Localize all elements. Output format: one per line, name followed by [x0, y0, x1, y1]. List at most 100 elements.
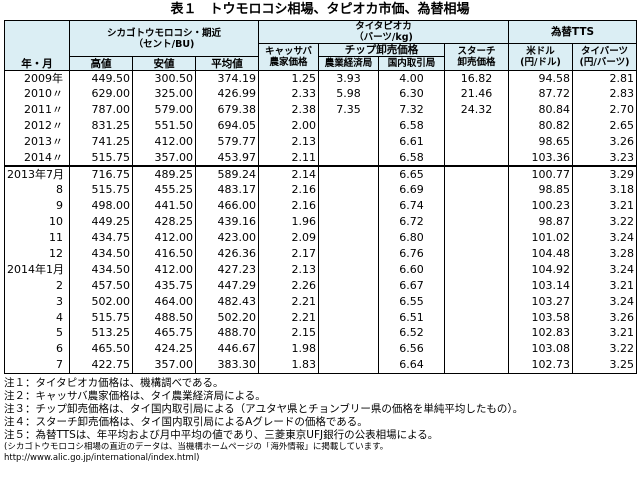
chip-agri-cell — [318, 245, 379, 262]
note-2: 注２：キャッサバ農家価格は、タイ農業経済局による。 — [4, 390, 266, 402]
usd-cell: 103.08 — [508, 341, 573, 358]
low-cell: 441.50 — [132, 198, 196, 214]
cassava-cell: 2.17 — [258, 245, 319, 262]
low-cell: 465.75 — [132, 325, 196, 342]
row-label: 10 — [4, 213, 70, 230]
cassava-cell: 1.83 — [258, 357, 319, 375]
chip-domestic-cell: 6.58 — [378, 150, 445, 167]
chip-agri-cell — [318, 309, 379, 326]
baht-cell: 3.24 — [571, 261, 638, 278]
table-row: 3 502.00 464.00 482.43 2.21 6.55 103.27 3.24 — [4, 293, 638, 310]
notes: 注１：タイタピオカ価格は、機構調べである。 注２：キャッサバ農家価格は、タイ農業… — [4, 377, 636, 464]
table-row: 2013〃 741.25 412.00 579.77 2.13 6.61 98.65 3.26 — [4, 134, 638, 151]
chip-domestic-cell: 6.55 — [378, 293, 445, 310]
table-row: 6 465.50 424.25 446.67 1.98 6.56 103.08 3.22 — [4, 341, 638, 358]
chip-agri-cell — [318, 118, 379, 135]
high-cell: 515.75 — [69, 182, 133, 198]
low-cell: 455.25 — [132, 182, 196, 198]
row-label: 2012〃 — [4, 118, 70, 135]
cassava-cell: 1.25 — [258, 70, 319, 87]
avg-cell: 694.05 — [195, 118, 259, 135]
avg-cell: 426.99 — [195, 86, 259, 103]
avg-cell: 446.67 — [195, 341, 259, 358]
row-label: 9 — [4, 198, 70, 214]
high-cell: 716.75 — [69, 165, 133, 183]
row-label: 2 — [4, 277, 70, 294]
avg-cell: 447.29 — [195, 277, 259, 294]
starch-cell — [444, 341, 509, 358]
cassava-cell: 2.00 — [258, 118, 319, 135]
table-row: 11 434.75 412.00 423.00 2.09 6.80 101.02 3.24 — [4, 229, 638, 246]
high-cell: 465.50 — [69, 341, 133, 358]
table-row: 2012〃 831.25 551.50 694.05 2.00 6.58 80.82 2.65 — [4, 118, 638, 135]
baht-cell: 3.21 — [571, 277, 638, 294]
baht-cell: 3.21 — [571, 198, 638, 214]
usd-cell: 104.92 — [508, 261, 573, 278]
avg-cell: 502.20 — [195, 309, 259, 326]
col-cassava: キャッサバ 農家価格 — [258, 43, 319, 71]
row-label: 2014〃 — [4, 150, 70, 167]
chip-agri-cell — [318, 134, 379, 151]
high-cell: 513.25 — [69, 325, 133, 342]
chip-agri-cell — [318, 325, 379, 342]
usd-cell: 98.65 — [508, 134, 573, 151]
cassava-cell: 2.21 — [258, 293, 319, 310]
low-cell: 424.25 — [132, 341, 196, 358]
baht-cell: 3.21 — [571, 325, 638, 342]
usd-cell: 103.58 — [508, 309, 573, 326]
chip-domestic-cell: 6.80 — [378, 229, 445, 246]
col-group-chicago: シカゴトウモロコシ・期近 （セント/BU) — [69, 20, 259, 57]
col-starch: スターチ 卸売価格 — [444, 43, 509, 71]
table-row: 2 457.50 435.75 447.29 2.26 6.67 103.14 3.21 — [4, 277, 638, 294]
usd-cell: 104.48 — [508, 245, 573, 262]
usd-cell: 103.36 — [508, 150, 573, 167]
chip-domestic-cell: 6.74 — [378, 198, 445, 214]
starch-cell — [444, 150, 509, 167]
row-label: 3 — [4, 293, 70, 310]
cassava-cell: 2.13 — [258, 261, 319, 278]
chip-agri-cell — [318, 150, 379, 167]
row-label: 2009年 — [4, 70, 70, 87]
chip-domestic-cell: 6.30 — [378, 86, 445, 103]
avg-cell: 383.30 — [195, 357, 259, 375]
source-note: (シカゴトウモロコシ相場の直近のデータは、当機構ホームページの「海外情報」に掲載… — [4, 442, 389, 452]
high-cell: 422.75 — [69, 357, 133, 375]
row-label: 2011〃 — [4, 102, 70, 119]
row-label: 6 — [4, 341, 70, 358]
starch-cell — [444, 325, 509, 342]
cassava-cell: 2.38 — [258, 102, 319, 119]
cassava-cell: 2.09 — [258, 229, 319, 246]
cassava-cell: 2.11 — [258, 150, 319, 167]
table-row: 2010〃 629.00 325.00 426.99 2.33 5.98 6.30 21.46… — [4, 86, 638, 103]
avg-cell: 427.23 — [195, 261, 259, 278]
chip-domestic-cell: 6.64 — [378, 357, 445, 375]
col-group-tapioca: タイタピオカ （バーツ/kg) — [258, 20, 509, 44]
usd-cell: 102.83 — [508, 325, 573, 342]
chip-agri-cell: 5.98 — [318, 86, 379, 103]
table-row: 4 515.75 488.50 502.20 2.21 6.51 103.58 3.26 — [4, 309, 638, 326]
row-label: 2013〃 — [4, 134, 70, 151]
usd-cell: 103.27 — [508, 293, 573, 310]
high-cell: 434.75 — [69, 229, 133, 246]
high-cell: 449.50 — [69, 70, 133, 87]
chip-domestic-cell: 4.00 — [378, 70, 445, 87]
avg-cell: 374.19 — [195, 70, 259, 87]
avg-cell: 679.38 — [195, 102, 259, 119]
starch-cell — [444, 261, 509, 278]
table-row: 2011〃 787.00 579.00 679.38 2.38 7.35 7.32 24.32… — [4, 102, 638, 119]
low-cell: 435.75 — [132, 277, 196, 294]
usd-cell: 101.02 — [508, 229, 573, 246]
chip-domestic-cell: 6.76 — [378, 245, 445, 262]
cassava-cell: 2.21 — [258, 309, 319, 326]
usd-cell: 98.87 — [508, 213, 573, 230]
baht-cell: 3.26 — [571, 134, 638, 151]
table-row: 9 498.00 441.50 466.00 2.16 6.74 100.23 3.21 — [4, 198, 638, 214]
low-cell: 357.00 — [132, 357, 196, 375]
starch-cell — [444, 198, 509, 214]
chip-domestic-cell: 7.32 — [378, 102, 445, 119]
baht-cell: 3.24 — [571, 293, 638, 310]
col-usd: 米ドル (円/ドル) — [508, 43, 573, 71]
starch-cell: 21.46 — [444, 86, 509, 103]
source-url: http://www.alic.go.jp/international/inde… — [4, 453, 200, 463]
starch-cell — [444, 182, 509, 198]
